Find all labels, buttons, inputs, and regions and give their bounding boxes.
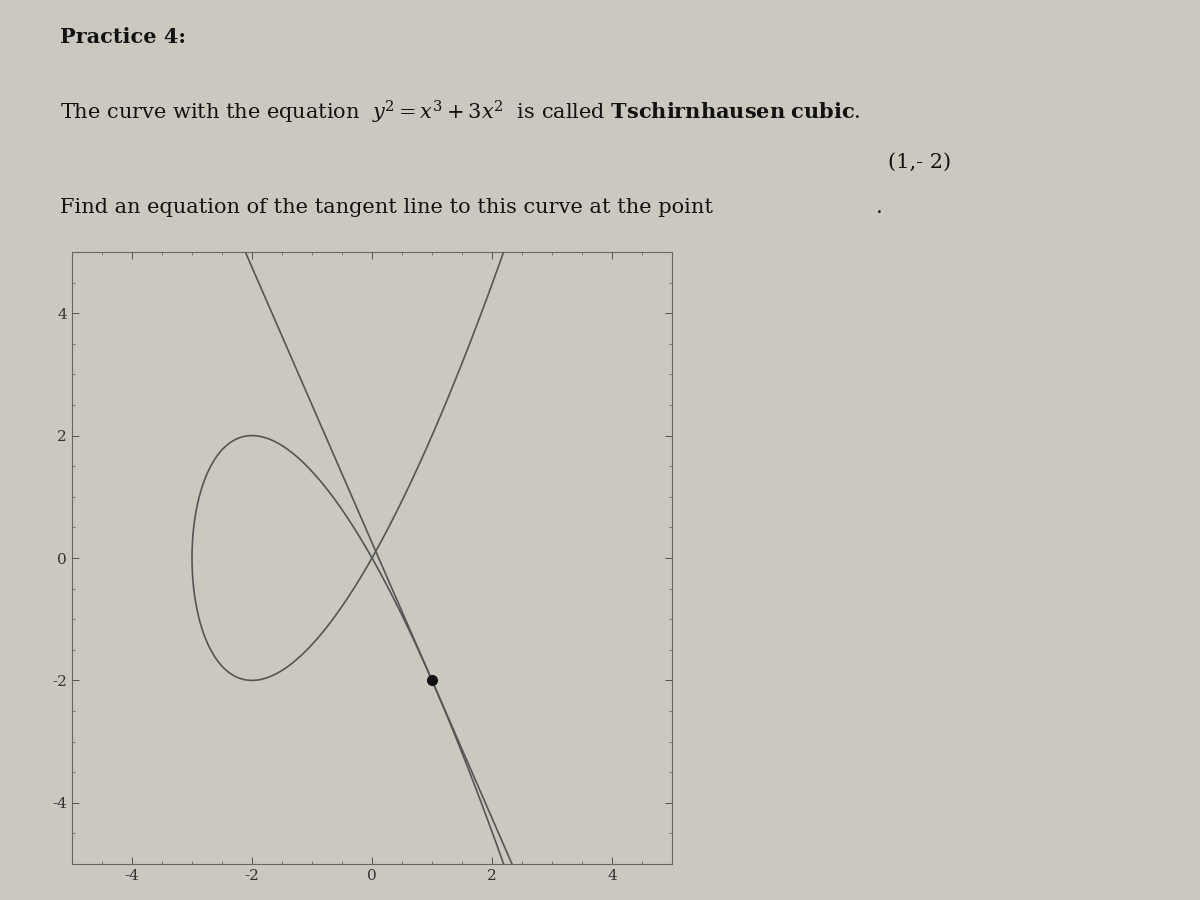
Text: Find an equation of the tangent line to this curve at the point: Find an equation of the tangent line to …: [60, 198, 713, 217]
Text: Practice 4:: Practice 4:: [60, 27, 186, 47]
Text: The curve with the equation  $y^2 =x^3+3x^2$  is called $\mathbf{Tschirnhausen\ : The curve with the equation $y^2 =x^3+3x…: [60, 99, 860, 126]
Text: (1,- 2): (1,- 2): [888, 153, 952, 172]
Text: .: .: [876, 198, 883, 217]
